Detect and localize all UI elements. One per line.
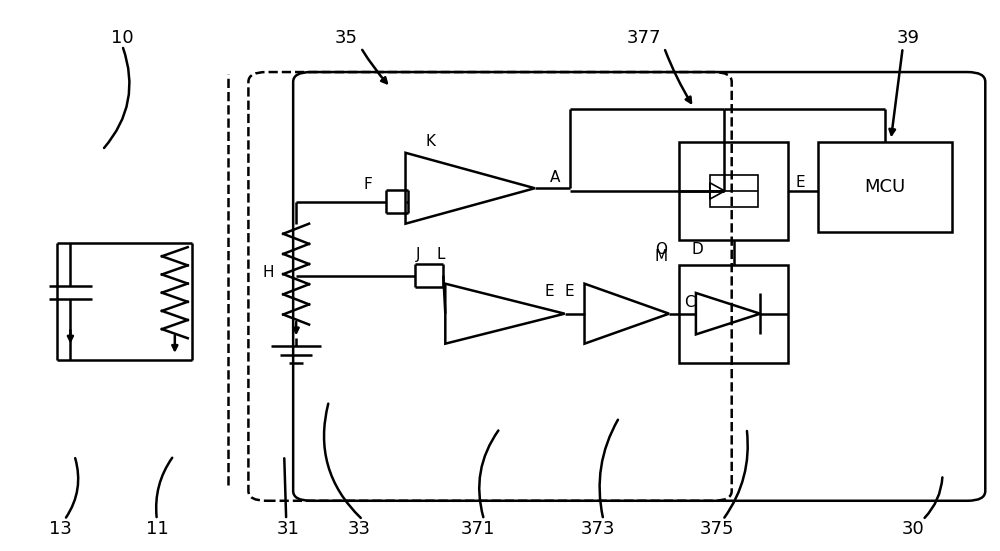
Text: 35: 35	[334, 29, 357, 47]
Text: 377: 377	[627, 29, 661, 47]
Text: E: E	[565, 284, 574, 299]
Text: 371: 371	[461, 520, 495, 538]
Text: K: K	[425, 134, 435, 149]
Text: F: F	[363, 177, 372, 192]
Text: 11: 11	[146, 520, 168, 538]
Text: 30: 30	[901, 520, 924, 538]
Text: M: M	[655, 249, 668, 264]
Text: H: H	[263, 265, 274, 280]
Text: J: J	[416, 247, 421, 262]
Bar	[818, 142, 952, 232]
Text: 373: 373	[580, 520, 615, 538]
Text: 31: 31	[277, 520, 300, 538]
Text: L: L	[436, 247, 445, 262]
Text: E: E	[796, 175, 805, 190]
Text: 39: 39	[896, 29, 919, 47]
Text: O: O	[655, 242, 667, 257]
Text: 13: 13	[49, 520, 72, 538]
Text: D: D	[691, 242, 703, 257]
Text: C: C	[684, 295, 694, 310]
Text: 10: 10	[111, 29, 133, 47]
Text: E: E	[545, 284, 555, 299]
Bar	[710, 175, 758, 207]
Text: A: A	[550, 170, 560, 185]
Bar	[679, 264, 788, 363]
Bar	[679, 142, 788, 240]
Text: MCU: MCU	[865, 178, 906, 196]
Text: 33: 33	[347, 520, 370, 538]
Text: 375: 375	[700, 520, 734, 538]
